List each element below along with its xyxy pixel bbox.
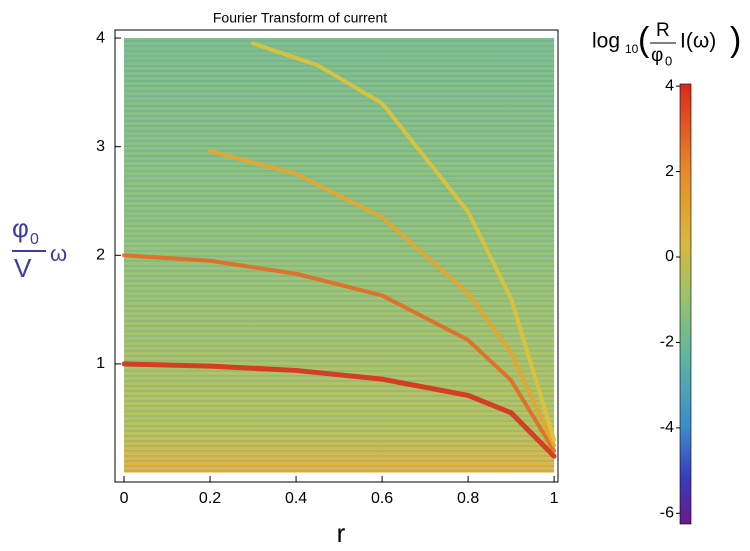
y-tick-label: 4 <box>96 29 105 46</box>
cb-denominator-sub: 0 <box>665 53 672 68</box>
ridge <box>121 361 557 459</box>
plot-frame <box>114 29 559 483</box>
y-tick-label: 1 <box>96 355 105 372</box>
paren: ( <box>638 21 650 59</box>
cb-denominator: φ <box>651 45 663 66</box>
y-label-subscript: 0 <box>30 231 39 248</box>
cb-prefix-sub: 10 <box>625 42 639 56</box>
cb-prefix: log <box>592 30 620 53</box>
x-tick-label: 0.6 <box>371 490 393 507</box>
colorbar-tick-label: -4 <box>660 419 674 436</box>
y-label-numerator: φ <box>12 213 29 243</box>
colorbar-tick-label: 4 <box>665 77 674 94</box>
x-tick-label: 0.2 <box>199 490 221 507</box>
y-axis-label: φ 0 V ω <box>12 213 67 283</box>
colorbar-label: log 10 ( R φ 0 I(ω) ) <box>592 20 741 68</box>
y-label-symbol: ω <box>50 241 67 266</box>
cb-numerator: R <box>656 20 670 41</box>
colorbar-tick-label: 2 <box>665 163 674 180</box>
y-tick-label: 3 <box>96 138 105 155</box>
x-tick-label: 1 <box>550 490 559 507</box>
paren: ) <box>730 21 741 59</box>
colorbar <box>679 83 692 525</box>
colorbar-tick-label: -2 <box>660 334 674 351</box>
x-axis-label: r <box>337 518 346 548</box>
colorbar-tick-label: -6 <box>660 505 674 522</box>
x-tick-label: 0.8 <box>457 490 479 507</box>
ridge <box>122 253 557 453</box>
ridge <box>251 41 557 442</box>
y-label-denominator: V <box>14 253 32 283</box>
cb-suffix: I(ω) <box>680 30 716 53</box>
y-tick-label: 2 <box>96 247 105 264</box>
colorbar-tick-label: 0 <box>665 248 674 265</box>
chart-title: Fourier Transform of current <box>213 10 387 26</box>
x-tick-label: 0.4 <box>285 490 307 507</box>
ridge <box>208 149 557 448</box>
x-tick-label: 0 <box>120 490 129 507</box>
